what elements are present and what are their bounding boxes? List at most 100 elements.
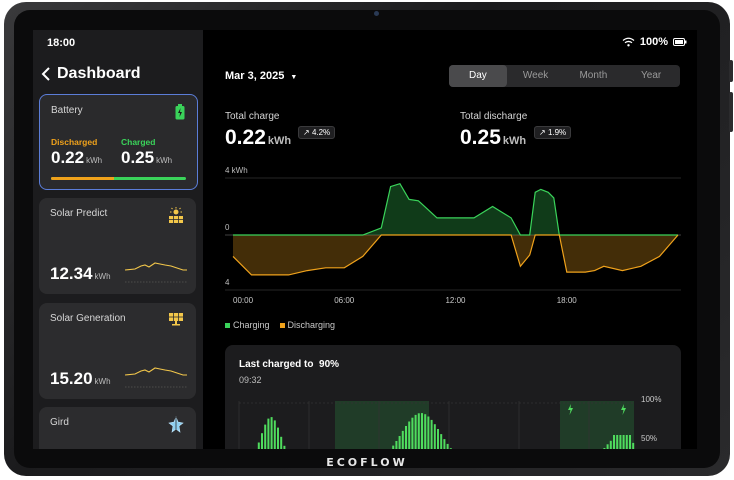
level-bar <box>411 417 414 449</box>
grid-card[interactable]: Gird <box>39 407 196 449</box>
total-discharge-unit: kWh <box>502 135 527 147</box>
discharged-segment <box>51 177 115 180</box>
tab-week[interactable]: Week <box>522 70 549 81</box>
last-charged-title: Last charged to <box>239 359 314 370</box>
y-label-100: 100% <box>641 395 662 404</box>
level-bar <box>632 442 635 449</box>
battery-card[interactable]: Battery Discharged Charged 0.22 kWh 0.25 k… <box>39 94 198 190</box>
solar-predict-card[interactable]: Solar Predict 12.34 kWh <box>39 198 196 294</box>
level-bar <box>629 435 631 449</box>
battery-level-bars <box>238 401 635 449</box>
level-bar <box>449 448 452 449</box>
solar-panel-icon <box>169 313 183 326</box>
battery-label: Battery <box>51 105 83 116</box>
level-bar <box>446 443 449 449</box>
solar-predict-value-group: 12.34 kWh <box>50 264 111 284</box>
status-battery-icon <box>673 38 687 46</box>
solar-panel-sun-icon <box>169 207 183 223</box>
tab-year[interactable]: Year <box>641 70 662 81</box>
battery-percent: 100% <box>639 36 668 48</box>
caret-down-icon: ▼ <box>290 74 298 81</box>
charged-value-group: 0.25 kWh <box>121 148 172 168</box>
total-charge-value: 0.22 <box>225 126 266 149</box>
solar-generation-card[interactable]: Solar Generation 15.20 kWh <box>39 303 196 399</box>
legend-charging-label: Charging <box>233 320 270 330</box>
last-charged-percent: 90% <box>319 359 340 370</box>
discharged-value: 0.22 <box>51 148 85 167</box>
solar-generation-value: 15.20 <box>50 369 93 388</box>
sidebar: 18:00 Dashboard Battery Discharged Charg… <box>33 30 203 449</box>
arrow-up-right-icon: ↗ <box>303 128 310 137</box>
last-charged-title-group: Last charged to 90% <box>239 359 339 370</box>
level-bar <box>417 413 420 449</box>
charge-change-badge: ↗ 4.2% <box>298 126 336 139</box>
wifi-icon <box>622 37 635 47</box>
discharged-unit: kWh <box>86 156 103 165</box>
screen: 18:00 Dashboard Battery Discharged Charg… <box>33 30 697 449</box>
solar-generation-unit: kWh <box>94 377 111 386</box>
last-charged-time: 09:32 <box>239 375 262 385</box>
solar-generation-value-group: 15.20 kWh <box>50 369 111 389</box>
y-label-bottom: 4 <box>225 278 230 287</box>
battery-icon <box>175 104 185 120</box>
discharged-value-group: 0.22 kWh <box>51 148 102 168</box>
discharging-line <box>232 234 679 276</box>
energy-chart: 4 kWh 0 4 00:00 06:00 12:00 18:00 <box>225 166 681 305</box>
period-tabs: Day Week Month Year <box>449 65 680 87</box>
charged-label: Charged <box>121 137 156 147</box>
charge-change-value: 4.2% <box>311 128 331 137</box>
date-selector[interactable]: Mar 3, 2025 ▼ <box>225 70 297 82</box>
charging-area <box>233 183 678 235</box>
solar-generation-sparkline <box>125 367 187 388</box>
arrow-up-right-icon: ↗ <box>539 128 546 137</box>
x-tick-label: 18:00 <box>557 296 578 305</box>
level-bar <box>405 426 407 449</box>
level-bar <box>427 416 430 449</box>
level-bar <box>401 430 404 449</box>
tab-month[interactable]: Month <box>579 70 608 81</box>
charged-unit: kWh <box>156 156 173 165</box>
total-charge-unit: kWh <box>267 135 292 147</box>
grid-label: Gird <box>50 417 69 428</box>
level-bar <box>619 435 622 449</box>
level-bar <box>257 442 260 449</box>
x-axis-ticks: 00:00 06:00 12:00 18:00 <box>233 296 577 305</box>
legend-discharging: Discharging <box>279 320 336 330</box>
level-bar <box>395 441 398 449</box>
level-bar <box>603 448 606 449</box>
volume-button <box>729 92 733 132</box>
solar-generation-label: Solar Generation <box>50 313 126 324</box>
level-bar <box>622 435 625 449</box>
total-charge-value-group: 0.22 kWh <box>225 126 291 150</box>
level-bar <box>280 436 283 449</box>
back-chevron-icon[interactable] <box>41 67 51 81</box>
level-bar <box>625 435 628 449</box>
level-bar <box>267 418 270 449</box>
level-bar <box>392 445 395 449</box>
charged-value: 0.25 <box>121 148 155 167</box>
last-charged-panel: Last charged to 90% 09:32 100% 50% <box>225 345 681 449</box>
level-bar <box>606 444 609 449</box>
lightning-icon <box>568 404 573 415</box>
tab-day[interactable]: Day <box>449 65 507 87</box>
discharging-swatch <box>279 323 285 328</box>
solar-predict-value: 12.34 <box>50 264 93 283</box>
legend-discharging-label: Discharging <box>287 320 336 330</box>
total-discharge-value: 0.25 <box>460 126 501 149</box>
battery-ratio-bar <box>51 177 186 180</box>
level-bar <box>424 414 427 449</box>
camera <box>374 11 379 16</box>
level-bar <box>414 414 417 449</box>
total-discharge-value-group: 0.25 kWh <box>460 126 526 150</box>
x-tick-label: 00:00 <box>233 296 254 305</box>
y-label-top: 4 kWh <box>225 166 248 175</box>
legend-charging: Charging <box>225 320 270 330</box>
x-tick-label: 06:00 <box>334 296 355 305</box>
level-bar <box>421 413 423 449</box>
solar-predict-sparkline <box>125 262 187 283</box>
total-charge-label: Total charge <box>225 111 280 122</box>
date-label: Mar 3, 2025 <box>225 70 285 82</box>
page-title[interactable]: Dashboard <box>41 65 141 83</box>
level-bar <box>270 417 273 449</box>
solar-predict-unit: kWh <box>94 272 111 281</box>
